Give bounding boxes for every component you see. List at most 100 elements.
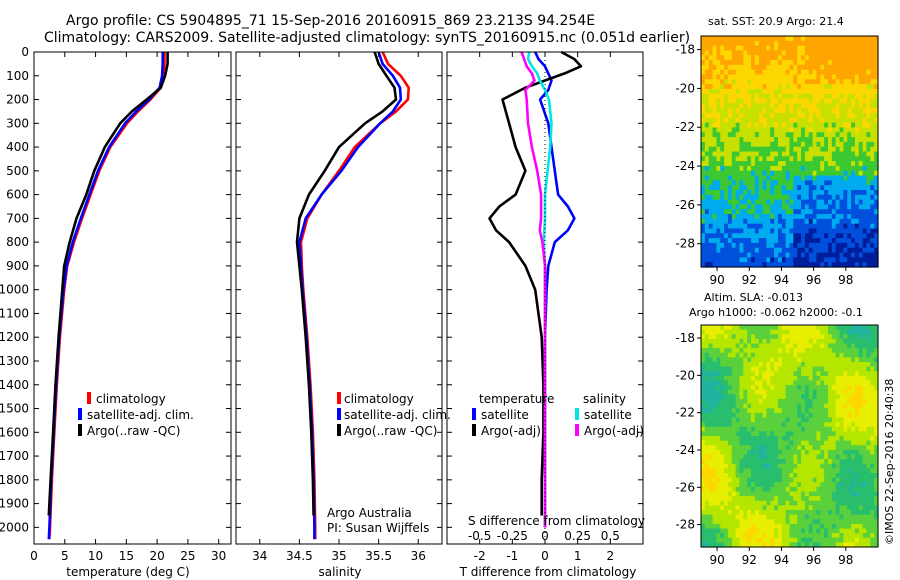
map-cell [781, 417, 787, 423]
map-cell [716, 117, 721, 124]
map-cell [731, 348, 737, 354]
map-cell [704, 88, 710, 95]
map-cell [704, 36, 710, 42]
map-cell [751, 262, 756, 268]
x-tick-label: -1 [506, 549, 518, 563]
map-cell [801, 194, 806, 201]
map-cell [824, 477, 829, 483]
map-cell [812, 422, 818, 428]
map-cell [804, 242, 810, 249]
map-cell [777, 60, 783, 66]
map-cell [827, 325, 833, 331]
map-cell [727, 88, 733, 95]
map-cell [793, 371, 798, 377]
map-cell [804, 45, 810, 52]
map-cell [708, 362, 714, 368]
map-cell [766, 228, 771, 234]
map-cell [801, 175, 806, 181]
map-cell [854, 477, 860, 483]
map-cell [824, 190, 829, 196]
map-cell [747, 141, 752, 148]
map-cell [724, 199, 729, 206]
map-cell [831, 175, 837, 181]
map-cell [774, 185, 779, 191]
map-cell [827, 242, 833, 249]
map-cell [708, 375, 714, 382]
x-tick-label: 25 [180, 549, 195, 563]
map-cell [797, 113, 802, 119]
map-cell [743, 463, 748, 469]
map-cell [812, 185, 818, 191]
map-cell [762, 519, 768, 525]
map-cell [858, 180, 864, 186]
map-cell [785, 156, 791, 162]
map-cell [739, 445, 744, 451]
map-cell [774, 132, 779, 138]
map-cell [731, 422, 737, 428]
map-cell [827, 329, 833, 335]
map-cell [870, 122, 875, 129]
map-cell [827, 380, 833, 386]
map-cell [701, 40, 706, 47]
map-cell [820, 84, 825, 90]
map-cell [724, 175, 729, 181]
map-cell [835, 500, 841, 506]
map-cell [747, 523, 752, 530]
map-cell [874, 190, 879, 196]
map-cell [831, 151, 837, 157]
map-cell [870, 156, 875, 162]
map-cell [758, 431, 764, 437]
map-cell [766, 454, 771, 460]
map-cell [716, 122, 721, 129]
map-cell [762, 233, 768, 239]
map-cell [731, 151, 737, 157]
map-cell [789, 426, 794, 432]
map-cell [820, 523, 825, 530]
map-cell [874, 132, 879, 138]
map-cell [712, 348, 717, 354]
map-cell [785, 496, 791, 502]
map-cell [862, 218, 868, 225]
map-cell [831, 436, 837, 442]
map-cell [754, 491, 760, 497]
map-cell [824, 403, 829, 409]
map-cell [743, 329, 748, 335]
map-cell [704, 40, 710, 47]
map-cell [862, 380, 868, 386]
map-cell [820, 228, 825, 234]
map-cell [708, 496, 714, 502]
map-cell [754, 257, 760, 263]
map-cell [827, 533, 833, 539]
map-cell [808, 366, 814, 372]
map-cell [862, 103, 868, 109]
map-cell [751, 537, 756, 543]
map-cell [812, 394, 818, 400]
map-cell [774, 88, 779, 95]
map-cell [731, 362, 737, 368]
map-cell [793, 50, 798, 56]
map-cell [777, 463, 783, 469]
map-cell [781, 491, 787, 497]
map-cell [816, 362, 821, 368]
map-cell [854, 375, 860, 382]
map-cell [704, 343, 710, 349]
map-cell [720, 190, 725, 196]
map-cell [724, 403, 729, 409]
map-cell [866, 40, 871, 47]
map-cell [793, 459, 798, 465]
map-cell [793, 463, 798, 469]
map-cell [758, 55, 764, 61]
map-cell [839, 463, 844, 469]
map-cell [777, 36, 783, 42]
map-cell [724, 362, 729, 368]
map-cell [793, 137, 798, 143]
map-cell [766, 262, 771, 268]
map-cell [701, 473, 706, 479]
map-cell [847, 500, 852, 506]
map-cell [804, 132, 810, 138]
map-cell [870, 403, 875, 409]
map-cell [720, 165, 725, 172]
map-cell [724, 523, 729, 530]
map-cell [766, 103, 771, 109]
map-cell [712, 204, 717, 210]
